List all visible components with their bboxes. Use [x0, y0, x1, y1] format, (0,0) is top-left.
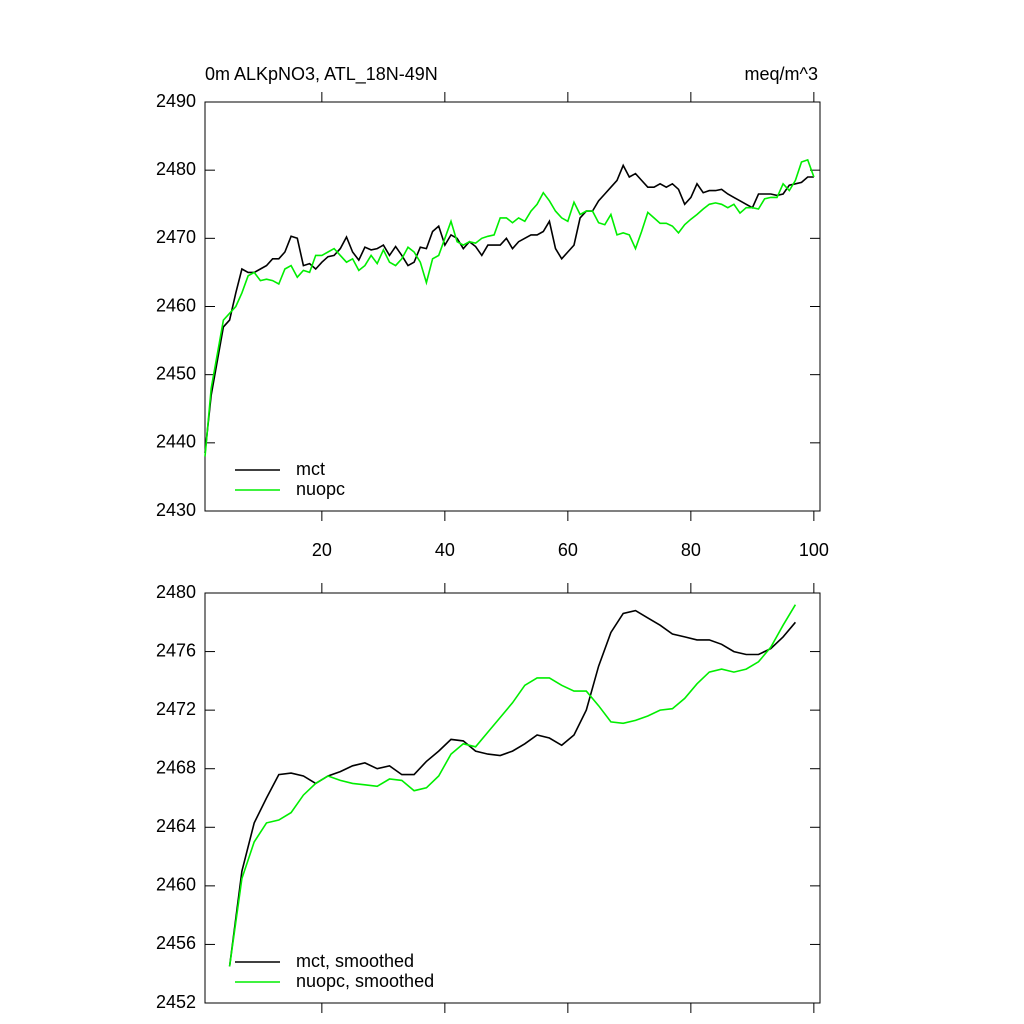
legend-label: mct, smoothed: [296, 951, 414, 971]
x-tick-label: 40: [435, 540, 455, 560]
y-tick-label: 2464: [156, 816, 196, 836]
y-tick-label: 2480: [156, 582, 196, 602]
y-tick-label: 2490: [156, 91, 196, 111]
plot-frame: [204, 101, 821, 512]
x-tick-label: 80: [681, 540, 701, 560]
series-line: [228, 604, 797, 967]
y-tick-label: 2450: [156, 363, 196, 383]
legend-label: nuopc, smoothed: [296, 971, 434, 991]
units-label: meq/m^3: [745, 64, 818, 84]
x-tick-label: 20: [312, 540, 332, 560]
y-tick-label: 2476: [156, 640, 196, 660]
y-tick-label: 2472: [156, 699, 196, 719]
legend-label: nuopc: [296, 479, 345, 499]
y-tick-label: 2456: [156, 933, 196, 953]
plot-frame: [204, 592, 821, 1004]
series-line: [228, 609, 797, 967]
x-tick-label: 60: [558, 540, 578, 560]
y-tick-label: 2460: [156, 875, 196, 895]
y-tick-label: 2430: [156, 500, 196, 520]
y-tick-label: 2460: [156, 295, 196, 315]
y-tick-label: 2468: [156, 757, 196, 777]
series-line: [204, 158, 815, 457]
legend-label: mct: [296, 459, 325, 479]
chart-title: 0m ALKpNO3, ATL_18N-49N: [205, 64, 438, 85]
y-tick-label: 2452: [156, 992, 196, 1012]
x-tick-label: 100: [799, 540, 829, 560]
y-tick-label: 2480: [156, 159, 196, 179]
series-line: [204, 163, 814, 454]
y-tick-label: 2470: [156, 227, 196, 247]
y-tick-label: 2440: [156, 432, 196, 452]
